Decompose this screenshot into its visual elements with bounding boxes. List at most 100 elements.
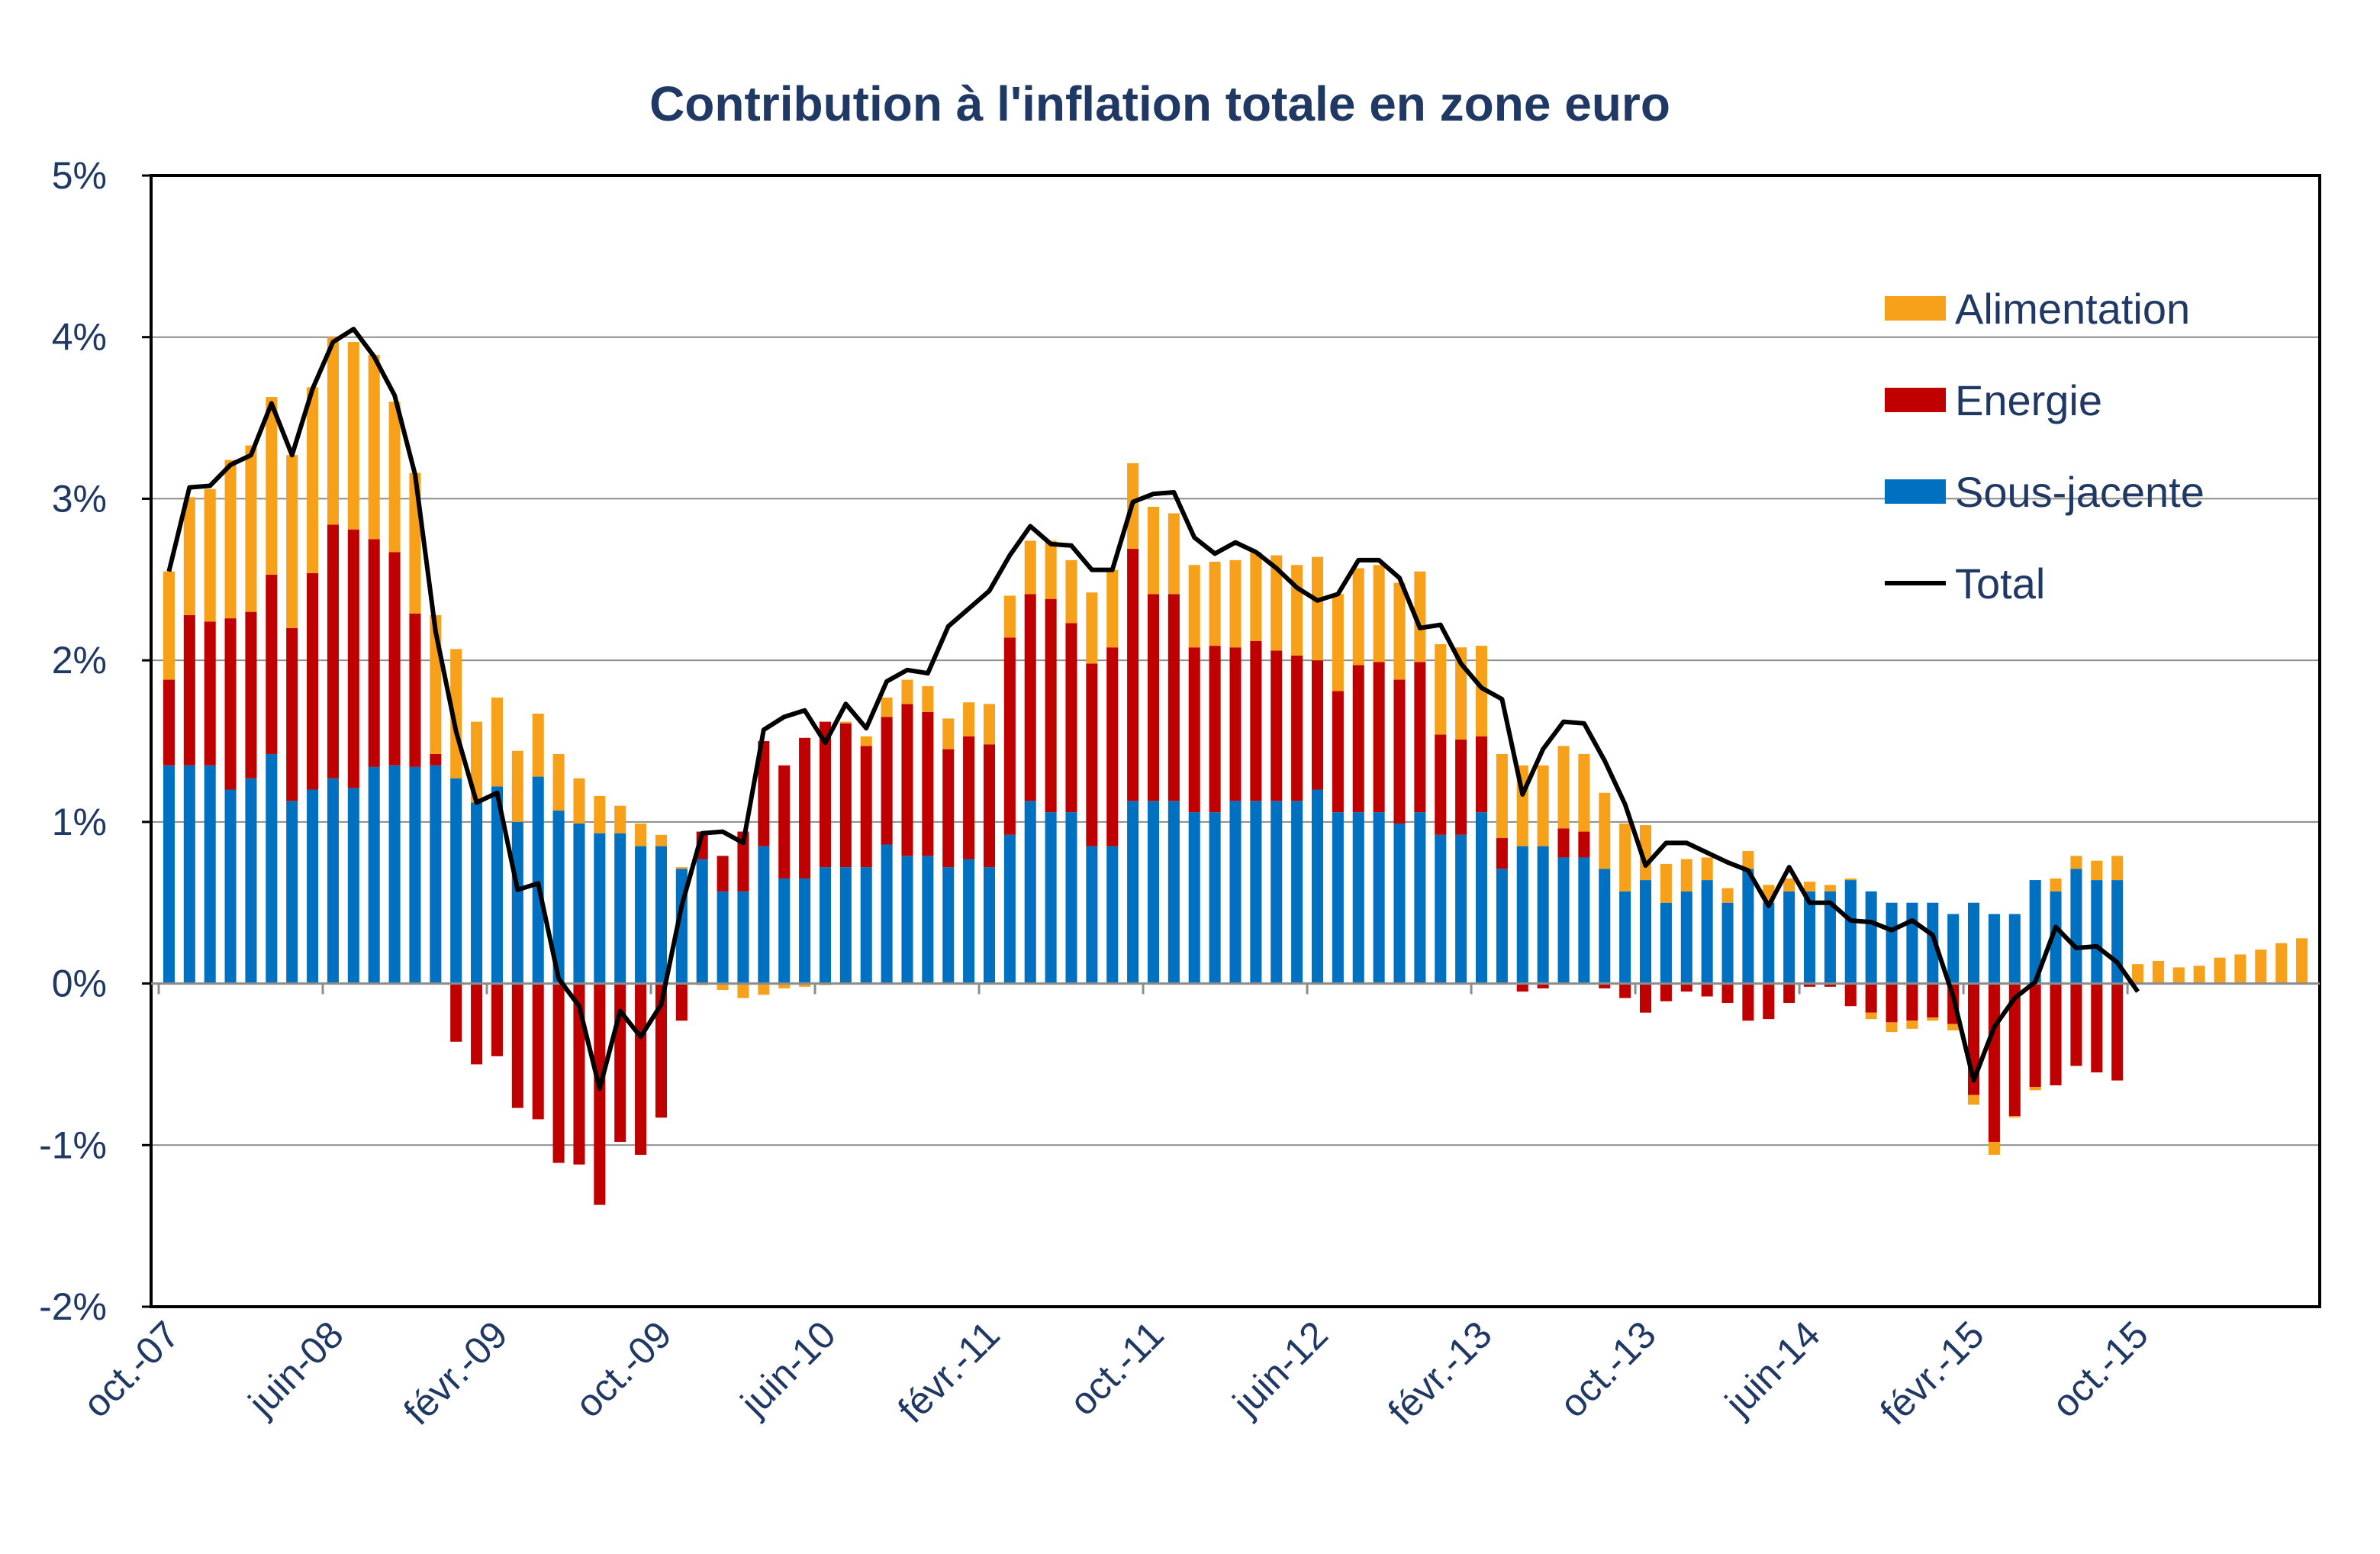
bar-energie	[963, 736, 975, 859]
bar-energie	[2029, 983, 2041, 1088]
bar-alimentation	[2029, 1087, 2041, 1091]
bar-sous-jacente	[409, 766, 421, 984]
bar-sous-jacente	[1947, 914, 1960, 984]
legend-label: Alimentation	[1955, 285, 2190, 333]
bar-alimentation	[307, 387, 319, 573]
bar-energie	[1352, 665, 1364, 813]
y-tick-label: -1%	[39, 1124, 107, 1166]
bar-alimentation	[1639, 825, 1652, 881]
bar-alimentation	[1229, 559, 1242, 648]
bar-alimentation	[758, 983, 770, 995]
bar-alimentation	[614, 805, 626, 833]
bar-energie	[430, 753, 442, 766]
bar-sous-jacente	[1537, 846, 1549, 984]
bar-energie	[552, 983, 565, 1163]
bar-energie	[245, 611, 257, 779]
bar-sous-jacente	[717, 891, 729, 984]
y-tick-label: -2%	[39, 1285, 107, 1328]
bar-alimentation	[2172, 967, 2185, 984]
bar-alimentation	[1783, 878, 1795, 891]
bar-sous-jacente	[368, 766, 380, 984]
bar-alimentation	[1927, 1017, 1939, 1021]
bar-alimentation	[655, 834, 667, 846]
bar-sous-jacente	[1024, 801, 1036, 984]
bar-sous-jacente	[1557, 857, 1570, 984]
bar-energie	[922, 711, 934, 856]
bar-sous-jacente	[204, 765, 216, 984]
bar-energie	[1783, 983, 1795, 1003]
bar-sous-jacente	[245, 778, 257, 984]
bar-energie	[573, 983, 585, 1165]
bar-alimentation	[245, 445, 257, 612]
bar-sous-jacente	[696, 859, 708, 984]
bar-sous-jacente	[1045, 812, 1057, 984]
bar-alimentation	[1537, 765, 1549, 846]
bar-alimentation	[368, 355, 380, 540]
bar-sous-jacente	[1291, 801, 1303, 984]
bar-energie	[1250, 640, 1262, 801]
bar-energie	[388, 552, 401, 766]
bar-energie	[1127, 549, 1139, 801]
bar-sous-jacente	[1086, 846, 1098, 984]
bar-energie	[1701, 983, 1713, 997]
bar-alimentation	[635, 823, 647, 846]
legend-label: Sous-jacente	[1955, 468, 2204, 516]
bar-sous-jacente	[183, 765, 195, 984]
bar-sous-jacente	[983, 867, 996, 984]
bar-energie	[655, 983, 667, 1118]
bar-energie	[819, 721, 832, 868]
bar-alimentation	[1844, 878, 1857, 881]
bar-sous-jacente	[1804, 891, 1816, 984]
bar-alimentation	[532, 714, 544, 777]
bar-sous-jacente	[1229, 801, 1242, 984]
total-line-layer	[166, 327, 2140, 1091]
bar-sous-jacente	[1455, 834, 1467, 984]
bar-alimentation	[1250, 552, 1262, 641]
bar-alimentation	[1619, 823, 1631, 891]
bar-alimentation	[594, 795, 606, 833]
bar-alimentation	[552, 753, 565, 811]
bar-energie	[1927, 983, 1939, 1018]
bar-sous-jacente	[1414, 812, 1426, 984]
bar-sous-jacente	[1639, 880, 1652, 984]
bar-energie	[224, 618, 237, 790]
bar-alimentation	[471, 721, 483, 803]
bar-energie	[511, 983, 523, 1108]
bar-alimentation	[1947, 1024, 1960, 1030]
bar-alimentation	[1003, 595, 1016, 638]
bar-sous-jacente	[819, 867, 832, 984]
bar-alimentation	[347, 342, 359, 530]
bar-sous-jacente	[1250, 801, 1262, 984]
bar-sous-jacente	[1680, 891, 1692, 984]
bar-energie	[1865, 983, 1877, 1013]
bar-sous-jacente	[1578, 857, 1590, 984]
bar-energie	[1906, 983, 1918, 1021]
bar-alimentation	[183, 497, 195, 615]
bar-alimentation	[2152, 960, 2164, 984]
bar-energie	[1537, 983, 1549, 988]
bar-alimentation	[388, 401, 401, 553]
bar-sous-jacente	[1865, 891, 1877, 984]
bar-energie	[2050, 983, 2062, 1085]
y-tick-label: 3%	[52, 477, 107, 520]
legend-swatch-alimentation	[1885, 296, 1946, 321]
bar-alimentation	[327, 337, 339, 525]
bar-sous-jacente	[1373, 812, 1385, 984]
bar-energie	[1557, 828, 1570, 858]
bar-sous-jacente	[1271, 801, 1283, 984]
bar-alimentation	[1167, 513, 1180, 595]
bar-alimentation	[1086, 592, 1098, 664]
bar-sous-jacente	[1660, 902, 1672, 984]
bar-alimentation	[2070, 856, 2082, 869]
bar-alimentation	[2193, 966, 2205, 984]
y-tick-labels: 5% 4% 3% 2% 1% 0% -1% -2%	[39, 154, 107, 1328]
bar-alimentation	[224, 459, 237, 619]
y-tick-label: 0%	[52, 962, 107, 1005]
bar-sous-jacente	[1311, 789, 1324, 984]
bar-sous-jacente	[799, 878, 811, 984]
bar-alimentation	[491, 697, 503, 787]
bar-alimentation	[1352, 568, 1364, 666]
bar-energie	[717, 856, 729, 891]
bar-energie	[1742, 983, 1754, 1021]
